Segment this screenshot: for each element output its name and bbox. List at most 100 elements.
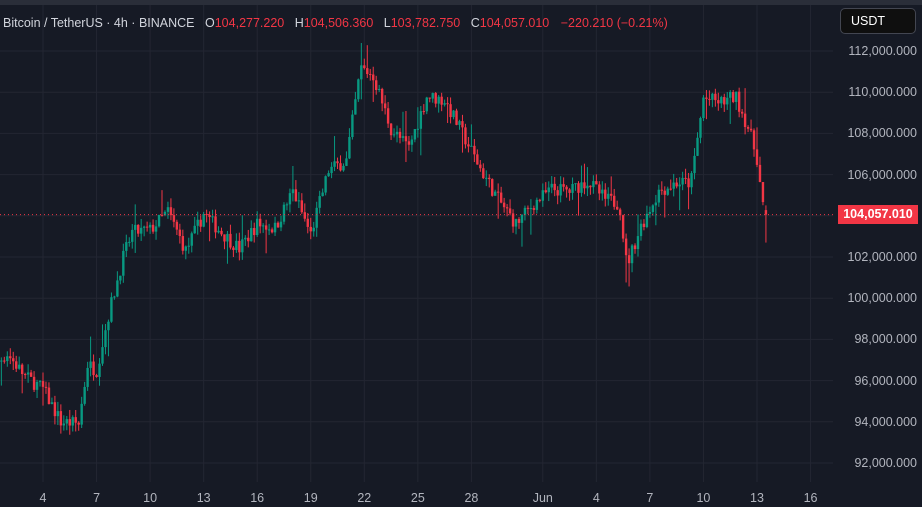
candle-body-down xyxy=(568,189,571,193)
candle-body-down xyxy=(238,240,241,253)
candle-body-up xyxy=(110,297,113,322)
candle-body-up xyxy=(348,136,351,159)
price-tick-label: 110,000.000 xyxy=(848,85,917,100)
candle-body-down xyxy=(175,221,179,230)
candle-body-up xyxy=(520,214,524,223)
candle-body-down xyxy=(276,222,280,228)
candle-body-up xyxy=(666,188,669,195)
candle-body-up xyxy=(101,347,104,364)
candle-body-up xyxy=(377,88,381,91)
time-tick-label: 10 xyxy=(696,491,711,505)
candle-body-up xyxy=(261,225,265,227)
candle-body-up xyxy=(648,211,652,214)
candle-body-up xyxy=(357,79,360,100)
candle-body-down xyxy=(366,68,369,75)
candle-body-down xyxy=(455,110,458,125)
candle-body-up xyxy=(89,361,92,368)
time-tick-label: 4 xyxy=(39,491,47,505)
candle-body-down xyxy=(544,190,547,193)
candle-body-down xyxy=(556,190,559,196)
candle-body-down xyxy=(208,214,211,218)
change-value: −220.210 (−0.21%) xyxy=(560,16,668,30)
candle-body-down xyxy=(199,219,202,227)
candle-body-up xyxy=(702,97,705,119)
candle-body-down xyxy=(538,199,542,201)
time-tick-label: 19 xyxy=(303,491,318,505)
candle-body-down xyxy=(737,91,741,112)
candle-body-down xyxy=(169,207,173,216)
candle-body-up xyxy=(119,275,122,281)
candle-body-down xyxy=(499,192,503,203)
candle-body-down xyxy=(583,182,586,189)
candle-body-up xyxy=(401,136,405,138)
candle-body-down xyxy=(422,111,425,113)
candle-body-up xyxy=(38,381,42,383)
price-tick-label: 112,000.000 xyxy=(848,44,917,58)
candle-body-down xyxy=(604,189,607,199)
candle-body-down xyxy=(386,108,390,124)
candle-body-up xyxy=(580,182,583,193)
time-tick-label: 4 xyxy=(592,491,600,505)
candle-body-up xyxy=(678,184,681,187)
candle-body-down xyxy=(53,402,57,417)
candle-body-up xyxy=(711,93,714,100)
candle-body-down xyxy=(675,182,678,187)
candle-body-up xyxy=(360,65,363,80)
ohlc-legend: Bitcoin / TetherUS · 4h · BINANCE O104,2… xyxy=(3,16,668,30)
candle-body-up xyxy=(312,227,315,232)
candle-body-up xyxy=(485,177,488,179)
candle-body-up xyxy=(535,199,539,210)
candle-body-up xyxy=(163,211,167,216)
time-axis[interactable]: 4 7 10 13 16 19 22 25 28 Jun 4 7 10 13 16 xyxy=(0,482,833,507)
candle-body-down xyxy=(181,236,185,251)
candle-body-up xyxy=(86,367,89,387)
candle-body-up xyxy=(139,227,143,234)
candle-body-up xyxy=(601,189,604,194)
candle-body-down xyxy=(615,206,619,210)
candle-body-down xyxy=(407,141,411,145)
candle-body-up xyxy=(131,229,134,242)
candle-body-down xyxy=(740,111,744,114)
price-axis[interactable]: 112,000.000 110,000.000 108,000.000 106,000… xyxy=(833,5,922,507)
candle-body-down xyxy=(627,255,631,264)
candle-body-down xyxy=(746,126,750,129)
candle-body-up xyxy=(395,131,399,135)
candle-body-up xyxy=(333,161,336,167)
candle-body-up xyxy=(720,97,723,104)
candle-body-down xyxy=(404,136,408,142)
candle-body-up xyxy=(166,207,170,212)
candle-body-down xyxy=(270,229,274,233)
candle-body-up xyxy=(211,216,214,218)
candle-body-down xyxy=(761,182,765,203)
candle-body-up xyxy=(62,423,66,426)
chart-pane[interactable]: Bitcoin / TetherUS · 4h · BINANCE O104,2… xyxy=(0,5,833,482)
candle-body-down xyxy=(749,128,753,131)
candlestick-plot[interactable] xyxy=(0,5,833,482)
candle-body-up xyxy=(693,155,696,174)
candle-body-up xyxy=(18,364,21,369)
candle-body-up xyxy=(80,403,83,425)
candle-body-down xyxy=(491,179,494,196)
symbol-title[interactable]: Bitcoin / TetherUS · 4h · BINANCE xyxy=(3,16,195,30)
candle-body-up xyxy=(550,183,553,188)
candle-body-down xyxy=(660,189,663,191)
candle-body-down xyxy=(755,149,759,165)
candle-body-up xyxy=(154,226,158,232)
candle-body-up xyxy=(681,177,684,185)
candle-body-up xyxy=(190,233,193,246)
candle-body-down xyxy=(306,218,309,227)
candle-body-up xyxy=(71,417,74,426)
candle-body-down xyxy=(9,356,12,359)
currency-button[interactable]: USDT xyxy=(840,8,916,34)
candle-body-up xyxy=(574,183,577,185)
candle-body-down xyxy=(12,358,15,362)
candle-body-down xyxy=(577,183,580,193)
candle-body-down xyxy=(621,215,625,239)
candle-body-up xyxy=(514,219,518,227)
candle-body-down xyxy=(389,123,393,136)
candle-body-down xyxy=(205,214,208,216)
candle-body-up xyxy=(657,189,661,203)
candle-body-up xyxy=(351,114,354,137)
candle-body-up xyxy=(217,230,220,233)
candle-body-down xyxy=(294,189,298,202)
